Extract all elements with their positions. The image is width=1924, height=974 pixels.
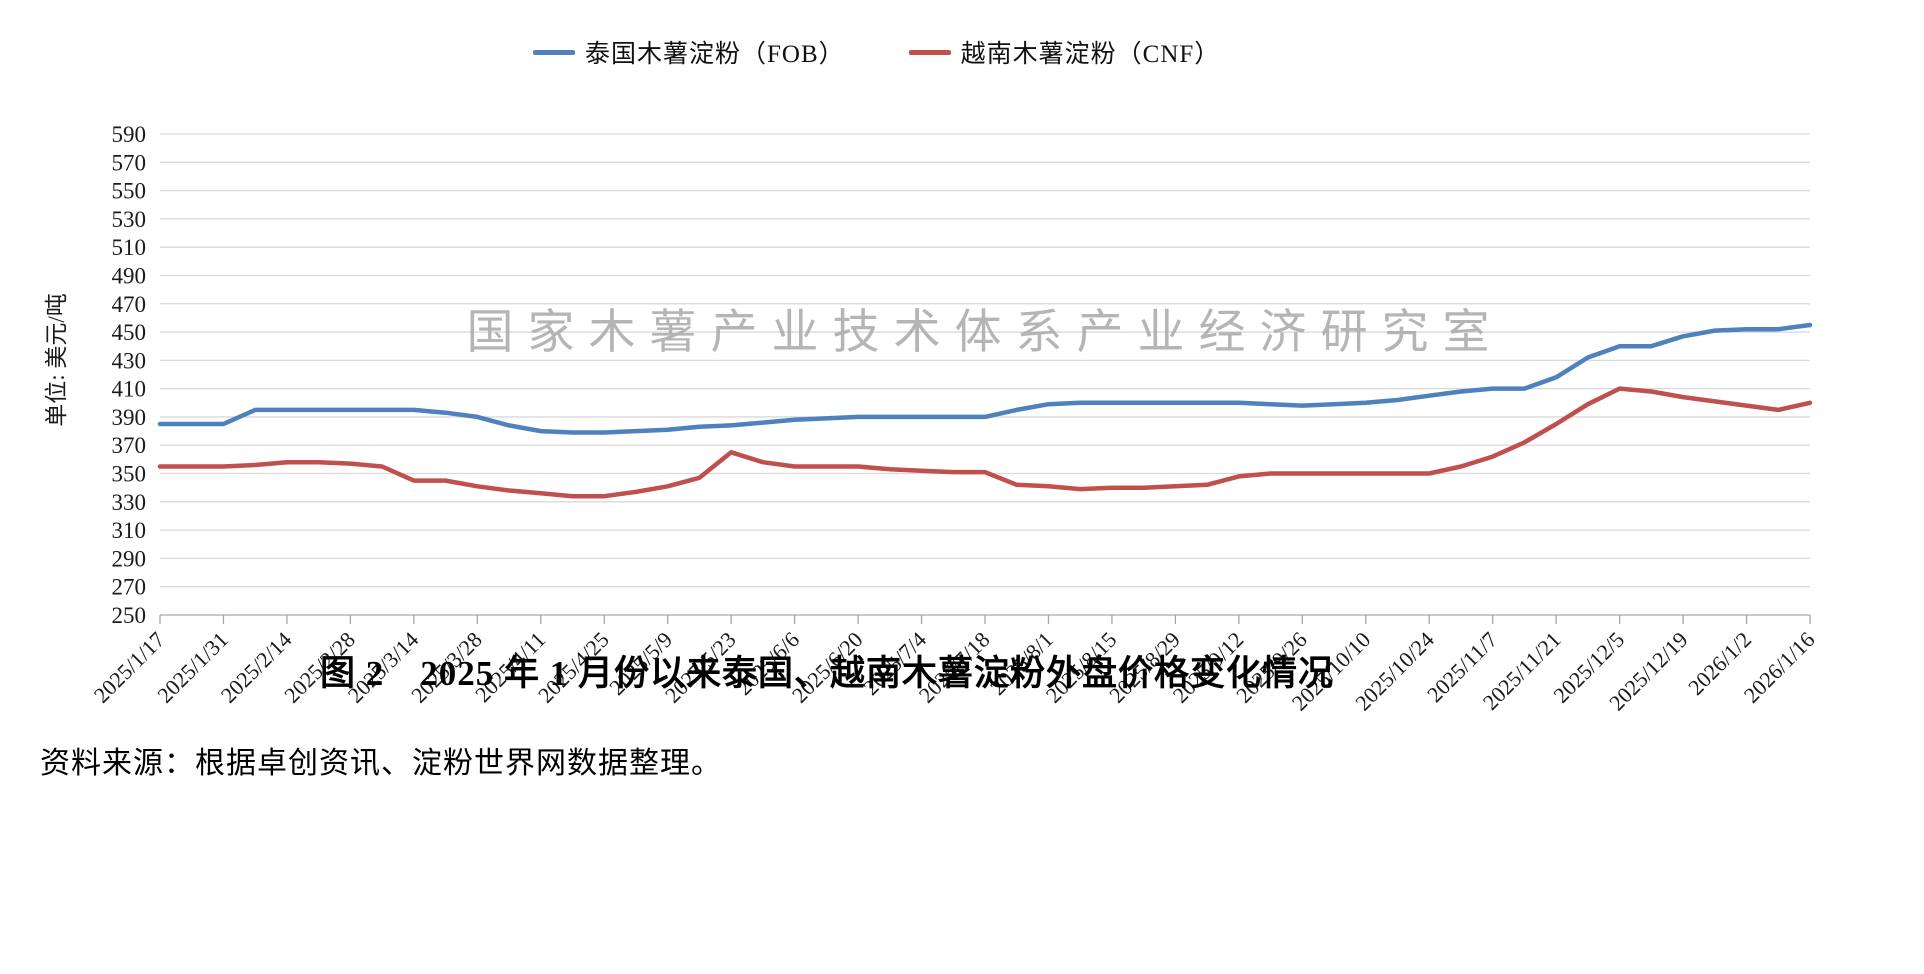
- figure-source: 资料来源：根据卓创资讯、淀粉世界网数据整理。: [40, 747, 722, 780]
- y-tick-label: 310: [112, 518, 147, 543]
- chart-legend: 泰国木薯淀粉（FOB） 越南木薯淀粉（CNF）: [533, 34, 1220, 70]
- y-tick-label: 430: [112, 348, 147, 373]
- legend-line-sample-blue: [533, 49, 575, 55]
- y-tick-label: 330: [112, 490, 147, 515]
- y-tick-label: 470: [112, 292, 147, 317]
- y-tick-label: 450: [112, 320, 147, 345]
- legend-line-sample-red: [908, 49, 951, 55]
- legend-item-vietnam-cnf: 越南木薯淀粉（CNF）: [908, 34, 1221, 70]
- y-tick-label: 370: [112, 433, 147, 458]
- y-tick-label: 490: [112, 263, 147, 288]
- y-tick-label: 290: [112, 546, 147, 571]
- y-tick-label: 250: [112, 603, 147, 628]
- y-tick-label: 410: [112, 377, 147, 402]
- y-tick-label: 390: [112, 405, 147, 430]
- y-tick-label: 270: [112, 575, 147, 600]
- legend-label-thailand-fob: 泰国木薯淀粉（FOB）: [585, 41, 845, 68]
- y-tick-label: 590: [112, 122, 147, 147]
- y-tick-label: 350: [112, 462, 147, 487]
- y-tick-label: 570: [112, 150, 147, 175]
- y-tick-label: 530: [112, 207, 147, 232]
- y-axis-unit-label: 单位: 美元/吨: [44, 293, 69, 427]
- legend-item-thailand-fob: 泰国木薯淀粉（FOB）: [533, 34, 845, 70]
- price-line-chart: 250 270 290 310 330 350 370 390 410 430 450 470 490 5…: [44, 122, 1820, 715]
- figure-caption: 图 2 2025 年 1 月份以来泰国、越南木薯淀粉外盘价格变化情况: [319, 654, 1334, 693]
- series-line-vietnam-cnf: [157, 386, 1813, 499]
- series-line-thailand-fob: [157, 322, 1813, 435]
- x-tick-label: 2026/1/16: [1739, 627, 1820, 708]
- y-tick-label: 510: [112, 235, 147, 260]
- y-gridlines: 250 270 290 310 330 350 370 390 410 430 450 470 490 5…: [112, 122, 1810, 628]
- y-tick-label: 550: [112, 179, 147, 204]
- legend-label-vietnam-cnf: 越南木薯淀粉（CNF）: [960, 41, 1221, 68]
- watermark: 国家木薯产业技术体系产业经济研究室: [467, 307, 1504, 359]
